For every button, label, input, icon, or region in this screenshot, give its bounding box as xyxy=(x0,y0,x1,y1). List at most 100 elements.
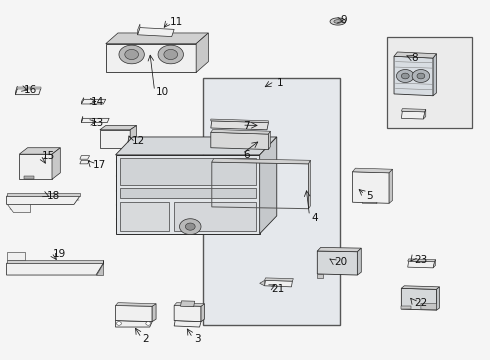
Polygon shape xyxy=(106,33,208,44)
Polygon shape xyxy=(174,320,201,327)
Polygon shape xyxy=(6,263,103,275)
Polygon shape xyxy=(119,45,145,64)
Text: 12: 12 xyxy=(132,136,145,146)
Polygon shape xyxy=(125,49,139,59)
Text: 5: 5 xyxy=(366,191,373,201)
Polygon shape xyxy=(185,223,195,230)
Polygon shape xyxy=(318,247,361,252)
Polygon shape xyxy=(24,176,34,179)
Text: 19: 19 xyxy=(53,248,66,258)
Polygon shape xyxy=(116,320,152,327)
Polygon shape xyxy=(116,303,156,306)
Polygon shape xyxy=(81,98,84,104)
Polygon shape xyxy=(121,158,256,185)
Polygon shape xyxy=(81,118,109,123)
Polygon shape xyxy=(362,202,377,204)
Polygon shape xyxy=(52,148,60,179)
Polygon shape xyxy=(152,304,156,321)
Polygon shape xyxy=(211,132,269,149)
Polygon shape xyxy=(6,252,25,260)
Polygon shape xyxy=(130,126,137,148)
Polygon shape xyxy=(260,137,277,234)
Polygon shape xyxy=(352,168,392,173)
Text: 4: 4 xyxy=(311,213,318,222)
Polygon shape xyxy=(6,260,103,263)
Polygon shape xyxy=(260,280,265,286)
Polygon shape xyxy=(121,188,256,198)
Polygon shape xyxy=(401,73,409,79)
Polygon shape xyxy=(19,148,60,154)
Polygon shape xyxy=(408,259,436,262)
Text: 23: 23 xyxy=(415,255,428,265)
Polygon shape xyxy=(164,49,177,59)
Polygon shape xyxy=(309,160,311,209)
Polygon shape xyxy=(408,261,435,268)
Text: 11: 11 xyxy=(170,17,183,27)
Bar xyxy=(203,78,340,325)
Polygon shape xyxy=(211,121,269,130)
Polygon shape xyxy=(394,56,433,96)
Polygon shape xyxy=(211,130,270,134)
Polygon shape xyxy=(15,86,17,95)
Text: 15: 15 xyxy=(42,150,55,161)
Polygon shape xyxy=(401,306,411,309)
Polygon shape xyxy=(116,137,277,155)
Polygon shape xyxy=(318,274,323,278)
Polygon shape xyxy=(433,54,437,96)
Polygon shape xyxy=(81,99,106,104)
Polygon shape xyxy=(80,160,90,164)
Bar xyxy=(387,37,472,128)
Polygon shape xyxy=(394,52,437,58)
Text: 2: 2 xyxy=(143,333,149,343)
Polygon shape xyxy=(17,87,41,89)
Polygon shape xyxy=(174,306,201,321)
Polygon shape xyxy=(96,260,103,275)
Polygon shape xyxy=(401,109,426,112)
Text: 3: 3 xyxy=(194,333,200,343)
Polygon shape xyxy=(6,193,80,196)
Polygon shape xyxy=(116,155,260,234)
Polygon shape xyxy=(15,89,41,95)
Polygon shape xyxy=(423,109,426,119)
Polygon shape xyxy=(417,73,425,79)
Polygon shape xyxy=(6,204,30,212)
Polygon shape xyxy=(265,280,293,287)
Polygon shape xyxy=(6,196,80,204)
Polygon shape xyxy=(146,321,151,325)
Polygon shape xyxy=(158,45,183,64)
Polygon shape xyxy=(330,18,345,25)
Polygon shape xyxy=(174,202,256,231)
Polygon shape xyxy=(106,44,196,72)
Polygon shape xyxy=(412,69,430,82)
Text: 14: 14 xyxy=(91,97,104,107)
Polygon shape xyxy=(352,172,389,203)
Polygon shape xyxy=(401,111,425,119)
Polygon shape xyxy=(265,278,294,281)
Polygon shape xyxy=(433,260,436,268)
Text: 13: 13 xyxy=(91,118,104,128)
Polygon shape xyxy=(357,248,361,275)
Text: 9: 9 xyxy=(340,15,347,26)
Polygon shape xyxy=(180,301,195,307)
Text: 22: 22 xyxy=(415,298,428,308)
Polygon shape xyxy=(396,69,414,82)
Polygon shape xyxy=(121,202,169,231)
Polygon shape xyxy=(437,287,440,310)
Polygon shape xyxy=(116,306,152,321)
Polygon shape xyxy=(196,33,208,72)
Text: 18: 18 xyxy=(47,191,60,201)
Polygon shape xyxy=(80,156,90,159)
Text: 7: 7 xyxy=(244,121,250,131)
Text: 16: 16 xyxy=(24,85,37,95)
Text: 10: 10 xyxy=(156,87,169,97)
Text: 1: 1 xyxy=(277,78,283,88)
Polygon shape xyxy=(269,131,270,149)
Polygon shape xyxy=(81,116,83,123)
Polygon shape xyxy=(19,154,52,179)
Polygon shape xyxy=(174,303,204,306)
Polygon shape xyxy=(201,304,204,321)
Text: 20: 20 xyxy=(334,257,347,267)
Polygon shape xyxy=(100,130,130,148)
Polygon shape xyxy=(389,169,392,203)
Polygon shape xyxy=(211,119,269,123)
